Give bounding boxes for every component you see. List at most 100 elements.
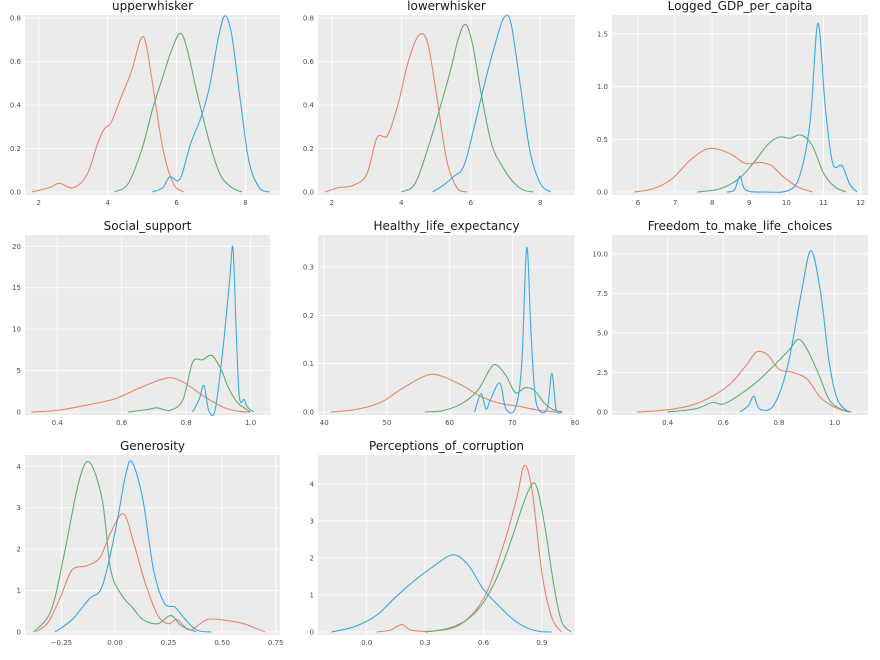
x-tick-label: 6 — [174, 199, 179, 207]
x-tick-label: 0.3 — [420, 639, 431, 647]
x-tick-label: 40 — [320, 419, 329, 427]
plot-background — [612, 15, 868, 195]
y-tick-label: 0.8 — [303, 15, 314, 23]
density-curve-series-b — [697, 134, 846, 193]
panel-freedom-to-make-life-choices: 0.4 0.6 0.8 1.0 0.0 2.5 5.0 7.5 10.0 Freedom_to_m… — [592, 219, 868, 427]
x-tick-label: 70 — [508, 419, 517, 427]
y-tick-label: 0.4 — [303, 102, 315, 110]
x-tick-label: 6 — [469, 199, 474, 207]
y-tick-label: 2 — [17, 546, 21, 554]
y-tick-label: 5.0 — [597, 329, 608, 337]
panel-perceptions-of-corruption: 0.0 0.3 0.6 0.9 0 1 2 3 4 Perceptions_of_corrupti… — [310, 439, 575, 647]
density-curve-series-a — [330, 373, 557, 413]
panel-title: Perceptions_of_corruption — [369, 439, 524, 453]
density-curve-series-a — [31, 35, 184, 193]
x-tick-label: 0.6 — [478, 639, 490, 647]
y-tick-label: 5 — [17, 367, 21, 375]
y-tick-label: 0.2 — [303, 145, 314, 153]
x-tick-label: 6 — [636, 199, 641, 207]
panel-title: Social_support — [104, 219, 192, 233]
density-curve-series-c — [54, 460, 212, 633]
x-tick-label: 0.8 — [181, 419, 192, 427]
density-curve-series-c — [726, 22, 858, 193]
y-tick-label: 4 — [17, 463, 22, 471]
panel-title: Generosity — [120, 439, 185, 453]
x-tick-label: 0.50 — [214, 639, 230, 647]
y-tick-label: 1.5 — [597, 30, 608, 38]
plot-background — [612, 235, 868, 415]
plot-background — [25, 455, 280, 635]
y-tick-label: 0.4 — [10, 102, 22, 110]
x-tick-label: 0.75 — [268, 639, 284, 647]
panel-title: upperwhisker — [112, 0, 193, 13]
y-tick-label: 0.5 — [597, 136, 608, 144]
density-curve-series-b — [424, 363, 563, 413]
density-curve-series-c — [192, 245, 255, 417]
x-tick-label: 1.0 — [245, 419, 256, 427]
density-curve-series-c — [432, 14, 552, 193]
x-tick-label: 0.6 — [718, 419, 730, 427]
y-tick-label: 2 — [310, 554, 314, 562]
density-curve-series-c — [331, 554, 552, 633]
panel-social-support: 0.4 0.6 0.8 1.0 0 5 10 15 20 Social_support — [12, 219, 270, 427]
y-tick-label: 7.5 — [597, 290, 608, 298]
panel-generosity: −0.25 0.00 0.25 0.50 0.75 0 1 2 3 4 Generosity — [17, 439, 284, 647]
x-tick-label: 0.6 — [116, 419, 128, 427]
x-tick-label: 60 — [445, 419, 454, 427]
y-tick-label: 0 — [17, 629, 21, 637]
y-tick-label: 10.0 — [592, 250, 608, 258]
y-tick-label: 0.6 — [10, 58, 22, 66]
x-tick-label: 4 — [105, 199, 110, 207]
y-tick-label: 20 — [12, 243, 21, 251]
panel-healthy-life-expectancy: 40 50 60 70 80 0.0 0.1 0.2 0.3 Healthy_life_expec… — [303, 219, 580, 427]
y-tick-label: 1 — [17, 587, 21, 595]
x-tick-label: 0.25 — [161, 639, 177, 647]
y-tick-label: 0.0 — [597, 189, 608, 197]
y-tick-label: 2.5 — [597, 369, 608, 377]
y-tick-label: 0.3 — [303, 264, 314, 272]
x-tick-label: 10 — [782, 199, 791, 207]
x-tick-label: 4 — [399, 199, 404, 207]
panel-logged-gdp-per-capita: 6 7 8 9 10 11 12 0.0 0.5 1.0 1.5 Logged_GDP_per_cap… — [597, 0, 868, 207]
x-tick-label: 11 — [819, 199, 828, 207]
density-curve-series-c — [152, 15, 270, 193]
x-tick-label: 8 — [710, 199, 714, 207]
density-curve-series-b — [114, 32, 243, 193]
density-curve-series-c — [474, 247, 563, 414]
y-tick-label: 0.2 — [10, 145, 21, 153]
density-curve-series-a — [31, 377, 251, 413]
y-tick-label: 0.8 — [10, 15, 21, 23]
plot-background — [318, 235, 575, 415]
x-tick-label: 12 — [856, 199, 865, 207]
y-tick-label: 0.0 — [303, 189, 314, 197]
x-tick-label: 1.0 — [829, 419, 840, 427]
y-tick-label: 15 — [12, 284, 21, 292]
plot-background — [318, 455, 575, 635]
y-tick-label: 1 — [310, 591, 314, 599]
x-tick-label: −0.25 — [51, 639, 72, 647]
y-tick-label: 0 — [17, 409, 21, 417]
density-curve-series-a — [634, 147, 813, 193]
panel-upperwhisker: 2 4 6 8 0.0 0.2 0.4 0.6 0.8 upperwhisker — [10, 0, 280, 207]
x-tick-label: 8 — [538, 199, 542, 207]
panel-title: Freedom_to_make_life_choices — [648, 219, 833, 233]
x-tick-label: 2 — [37, 199, 41, 207]
x-tick-label: 8 — [243, 199, 247, 207]
x-tick-label: 7 — [673, 199, 677, 207]
panel-title: lowerwhisker — [407, 0, 486, 13]
x-tick-label: 0.8 — [773, 419, 784, 427]
density-curve-series-a — [35, 513, 266, 633]
y-tick-label: 0.6 — [303, 58, 315, 66]
x-tick-label: 0.00 — [107, 639, 123, 647]
density-curve-series-c — [739, 250, 849, 413]
x-tick-label: 50 — [382, 419, 391, 427]
panel-title: Healthy_life_expectancy — [373, 219, 519, 233]
y-tick-label: 10 — [12, 326, 21, 334]
y-tick-label: 0.0 — [597, 409, 608, 417]
density-curve-series-b — [128, 354, 251, 413]
y-tick-label: 0.2 — [303, 312, 314, 320]
panel-title: Logged_GDP_per_capita — [668, 0, 813, 13]
x-tick-label: 0.4 — [662, 419, 674, 427]
density-curve-series-a — [637, 350, 849, 413]
